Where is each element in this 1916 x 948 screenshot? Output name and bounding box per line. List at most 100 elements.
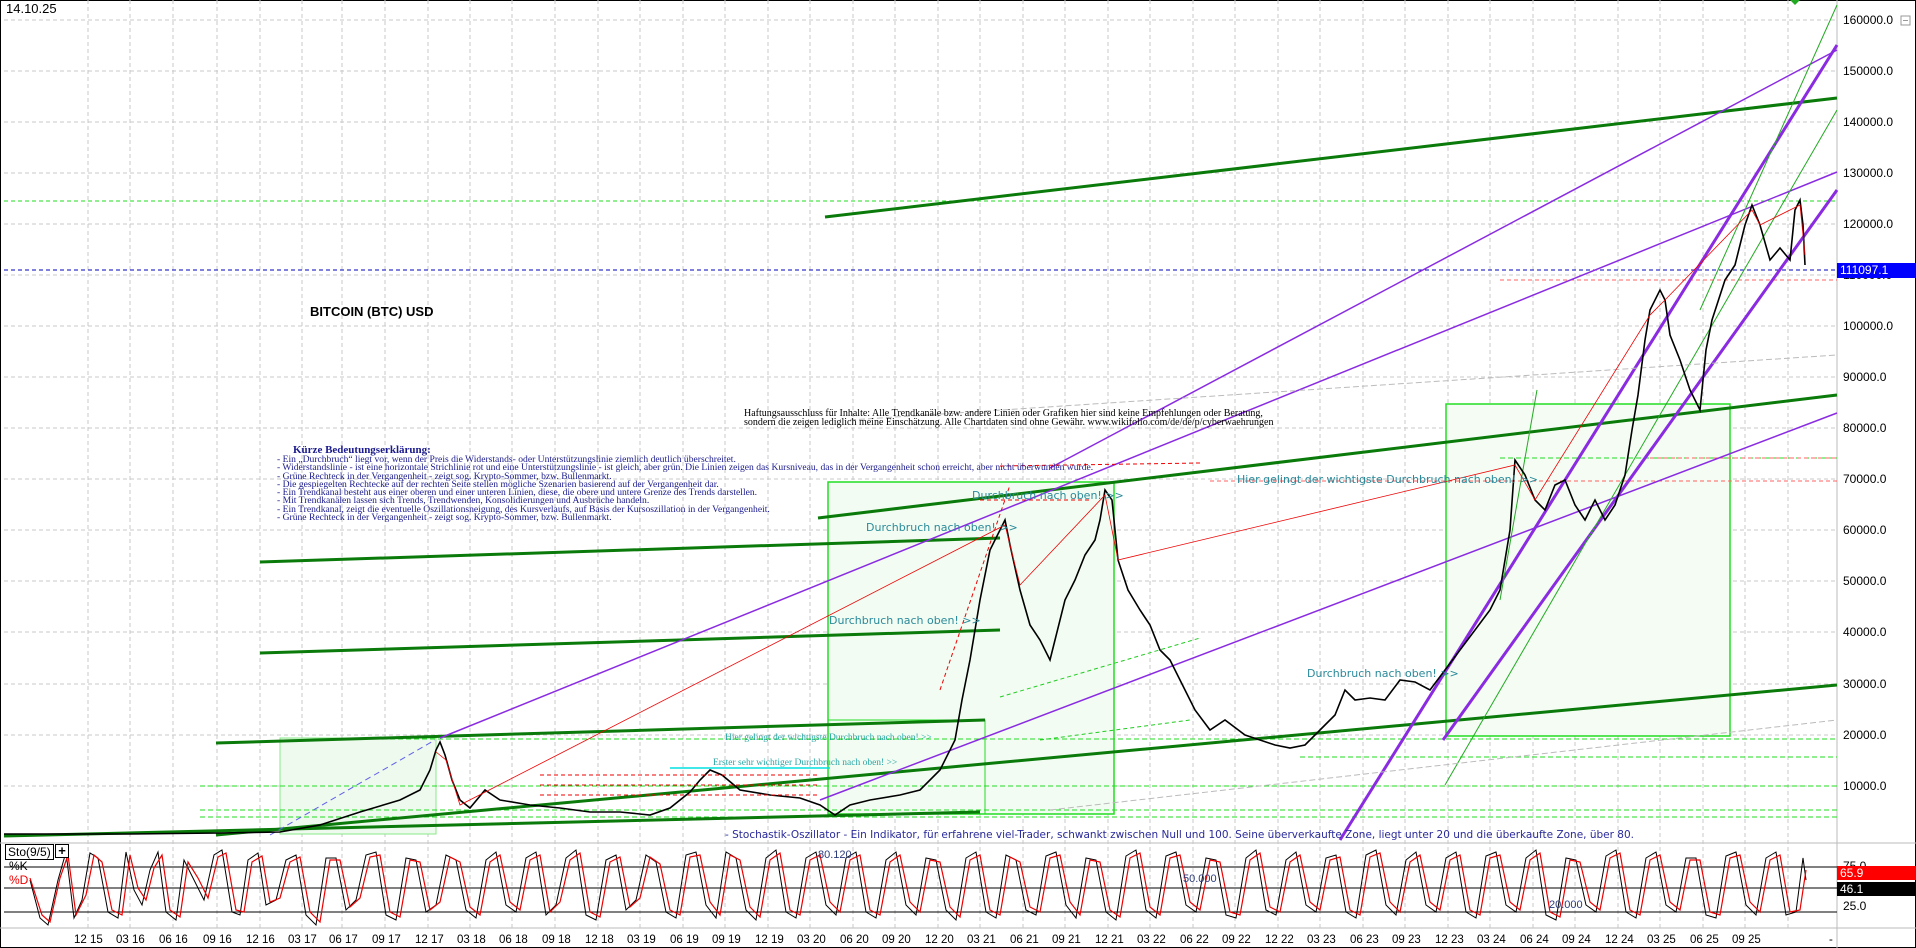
time-tick: 12 22 [1265,934,1294,946]
stoch-d-label: %D [9,873,29,887]
time-tick: 06 20 [840,934,869,946]
btc-price-series [4,197,1806,835]
time-tick: 12 21 [1095,934,1124,946]
price-tick: 20000.0 [1843,728,1887,742]
legend-line: - Ein Trendkanal, zeigt die eventuelle O… [277,503,770,515]
legend-line: - Widerstandslinie - ist eine horizontal… [277,462,1094,474]
time-tick: 12 20 [925,934,954,946]
thin-green-channels [1444,4,1838,786]
breakout-support-guides [999,637,1201,741]
price-tick: 60000.0 [1843,523,1887,537]
annotation-breakout-3: Durchbruch nach oben! >> [829,614,981,627]
price-tick: 150000.0 [1843,64,1894,78]
time-tick: 09 20 [882,934,911,946]
price-tick: 120000.0 [1843,217,1894,231]
price-tick: 70000.0 [1843,472,1887,486]
stoch-marker-50: 50.000 [1183,873,1217,885]
price-tick: 140000.0 [1843,115,1894,129]
annotation-breakout-1: Durchbruch nach oben! >> [972,489,1124,502]
stochastic-panel [4,849,1837,927]
time-tick: 06 23 [1350,934,1379,946]
stoch-marker-20: 20.000 [1549,899,1583,911]
chart-title: BITCOIN (BTC) USD [310,304,434,319]
time-tick: 09 21 [1052,934,1081,946]
breakout-guides [540,462,1201,796]
time-tick: 06 18 [499,934,528,946]
indicator-name-box[interactable]: Sto(9/5) [5,844,54,860]
stoch-d-value-tag: 46.1 [1837,882,1916,896]
time-tick: 03 24 [1477,934,1506,946]
time-tick: 09 17 [372,934,401,946]
time-tick: 12 15 [74,934,103,946]
time-tick: 03 17 [288,934,317,946]
time-tick: 12 24 [1605,934,1634,946]
legend-heading: Kürze Bedeutungserklärung: [293,444,431,456]
time-tick: 09 16 [203,934,232,946]
time-tick: 12 23 [1435,934,1464,946]
time-tick: 12 16 [246,934,275,946]
annotation-breakout-4: Durchbruch nach oben! >> [1307,667,1459,680]
chart-date: 14.10.25 [6,1,57,16]
grey-projection-line [849,354,1838,421]
blue-dashed-projection [269,739,436,836]
time-tick: 06 16 [159,934,188,946]
stoch-marker-80: 80.120 [818,849,852,861]
legend-line: - Ein Trendkanal besteht aus einer obere… [277,487,758,499]
legend-box: Kürze Bedeutungserklärung: - Ein „Durchb… [277,444,1094,524]
time-axis-end-marker: - [1829,934,1833,946]
time-tick: 06 22 [1180,934,1209,946]
time-tick: 03 22 [1137,934,1166,946]
price-tick: 10000.0 [1843,779,1887,793]
price-tick: 40000.0 [1843,625,1887,639]
time-tick: 06 21 [1010,934,1039,946]
time-tick: 09 24 [1562,934,1591,946]
price-tick: 160000.0 [1843,13,1894,27]
price-tick: 130000.0 [1843,166,1894,180]
annotation-old-most-important: Hier gelingt der wichtigste Durchbruch n… [725,733,932,743]
time-tick: 06 17 [329,934,358,946]
time-tick: 09 23 [1392,934,1421,946]
time-tick: 09 22 [1222,934,1251,946]
time-tick: 03 16 [116,934,145,946]
legend-line: - Die gespiegelten Rechtecke auf der rec… [277,478,719,490]
disclaimer-line-1: Haftungsausschluss für Inhalte: Alle Tre… [744,408,1263,419]
price-tick: 80000.0 [1843,421,1887,435]
time-tick: 12 17 [415,934,444,946]
time-tick: 06 24 [1520,934,1549,946]
disclaimer-line-2: sondern die zeigen lediglich meine Einsc… [744,416,1274,428]
scroll-marker-icon [1790,0,1800,5]
btc-price-red-candles [435,204,1806,806]
purple-trend-channels [439,44,1839,841]
time-tick: 12 18 [585,934,614,946]
annotation-breakout-2: Durchbruch nach oben! >> [866,521,1018,534]
time-grid [87,0,1789,928]
time-tick: 03 25 [1647,934,1676,946]
time-tick: 03 23 [1307,934,1336,946]
time-tick: 12 19 [755,934,784,946]
last-price-tag: 111097.1 [1837,263,1916,278]
stoch-d-line [29,851,1807,924]
annotation-most-important-breakout: Hier gelingt der wichtigste Durchbruch n… [1237,473,1538,486]
stochastic-note: - Stochastik-Oszillator - Ein Indikator,… [725,829,1634,841]
price-tick: 30000.0 [1843,677,1887,691]
price-tick: 90000.0 [1843,370,1887,384]
collapse-panel-icon[interactable] [1900,15,1911,26]
time-tick: 06 19 [670,934,699,946]
add-indicator-button[interactable]: + [55,844,69,858]
time-tick: 03 20 [797,934,826,946]
time-tick: 03 21 [967,934,996,946]
bull-market-rectangles [279,403,1731,835]
stoch-k-line [29,849,1807,927]
stoch-k-label: %K [9,859,28,873]
price-tick: 50000.0 [1843,574,1887,588]
stoch-k-value-tag: 65.9 [1837,866,1916,880]
time-tick: 06 25 [1690,934,1719,946]
grey-projection-line-2 [1049,719,1838,811]
time-tick: 09 25 [1732,934,1761,946]
time-tick: 09 19 [712,934,741,946]
legend-line: - Grüne Rechteck in der Vergangenheit - … [277,512,612,524]
stoch-tick-25: 25.0 [1843,899,1867,913]
price-tick: 100000.0 [1843,319,1894,333]
legend-line: - Mit Trendkanälen lassen sich Trends, T… [277,495,650,507]
